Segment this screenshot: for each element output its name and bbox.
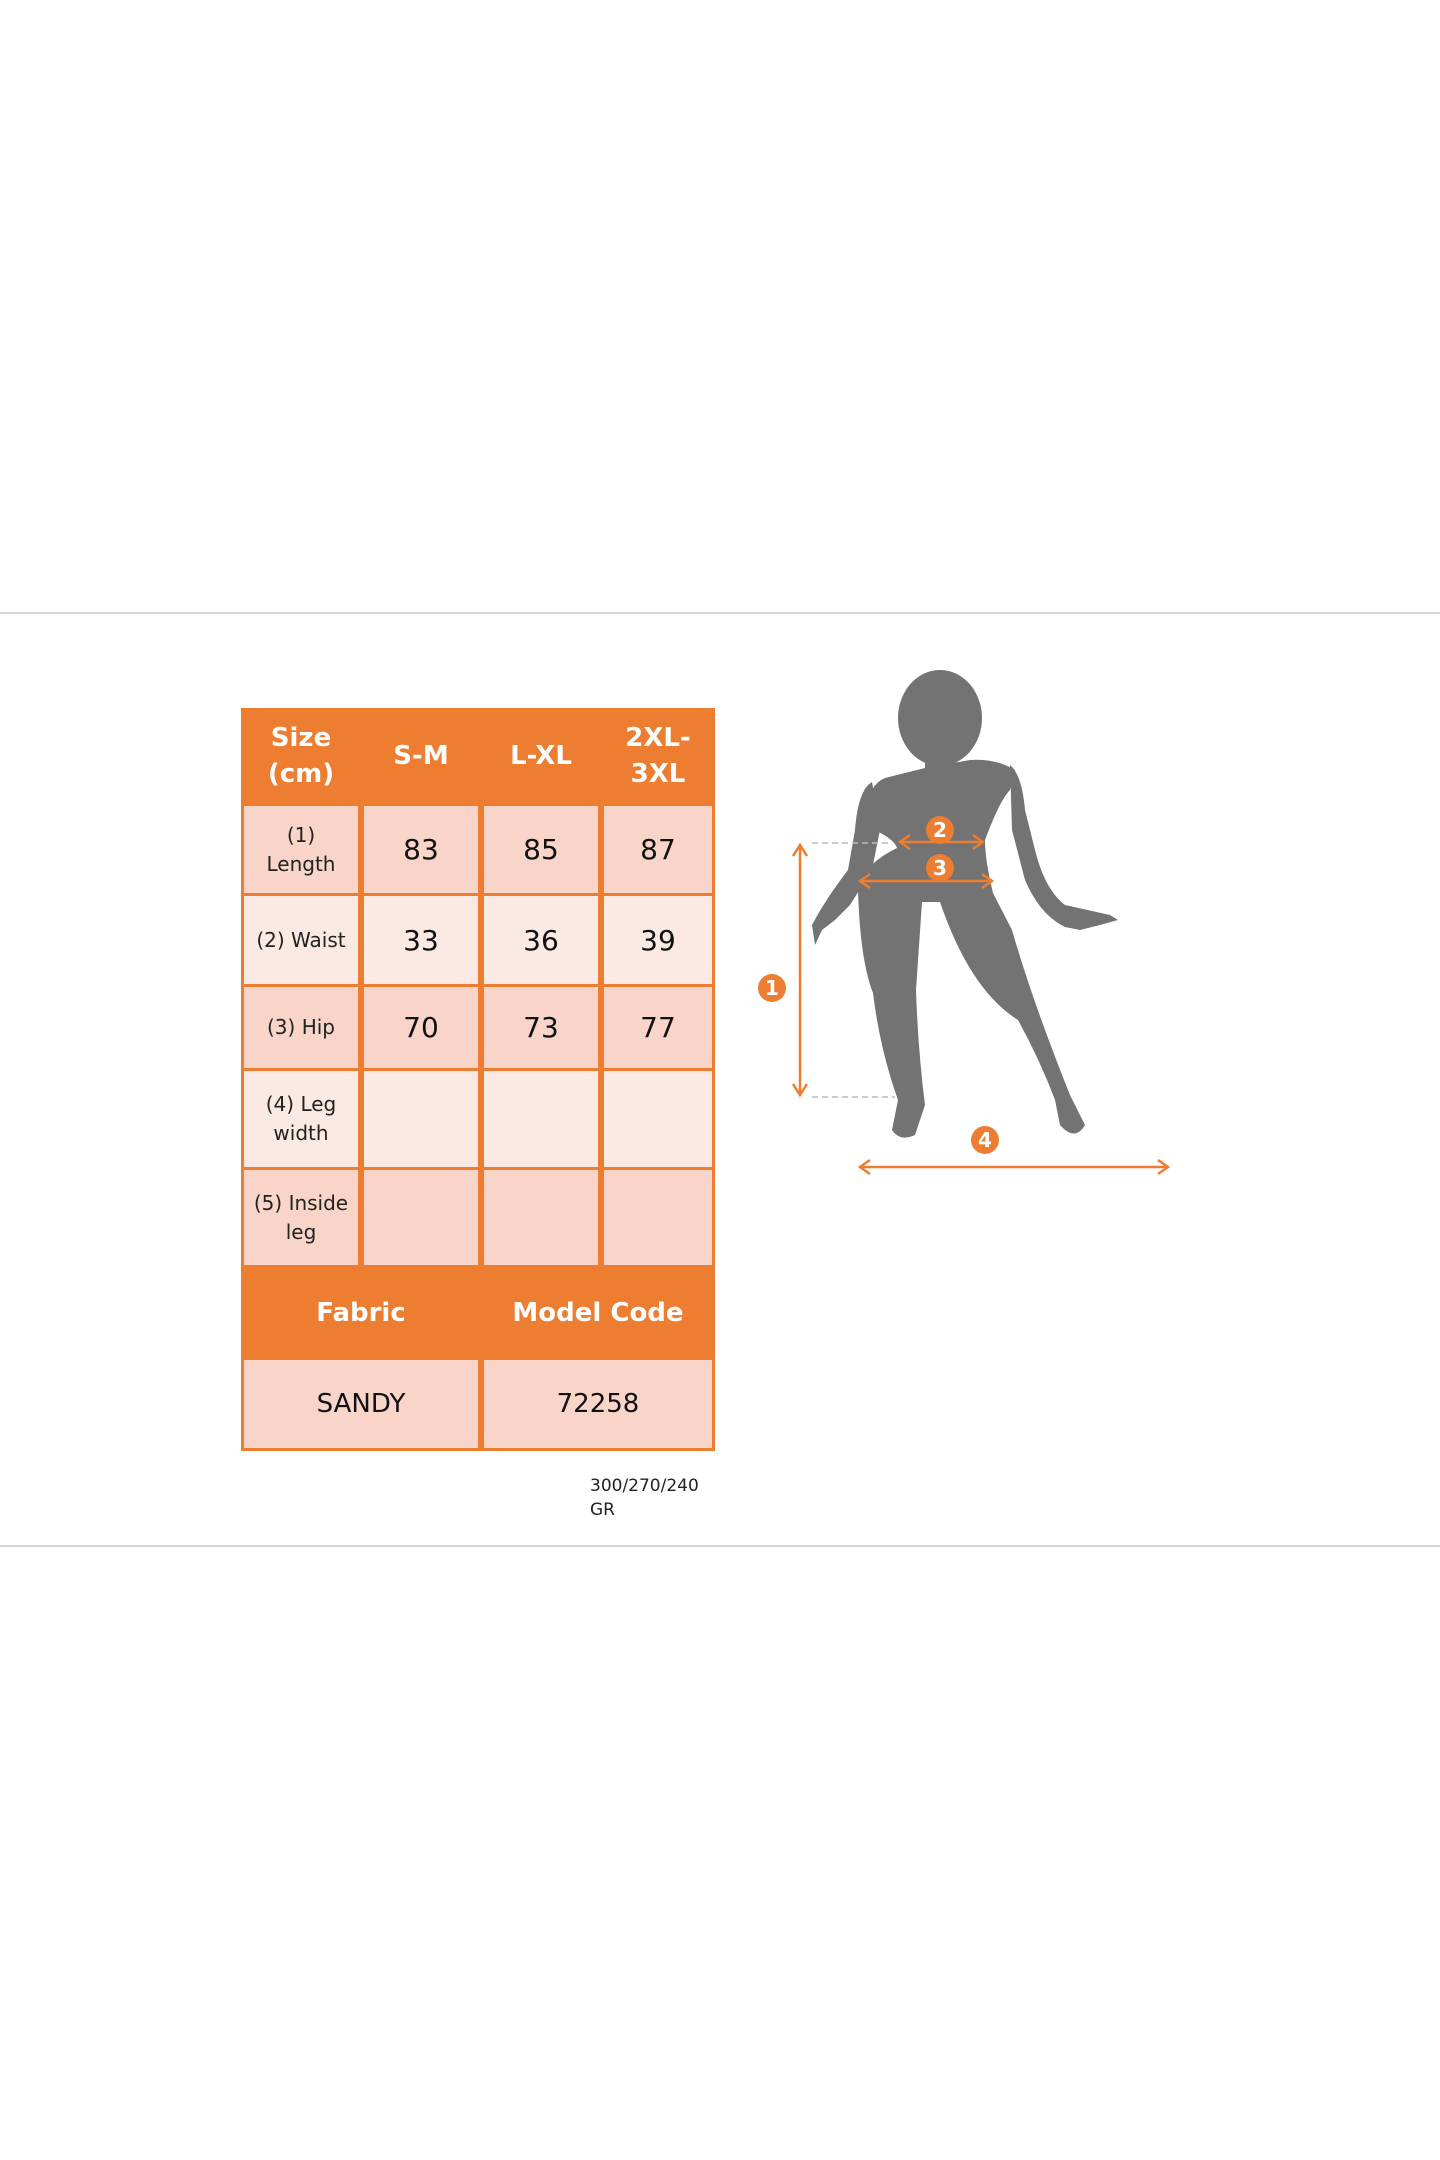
marker-circle-3 xyxy=(926,854,954,882)
row-value xyxy=(604,1170,712,1265)
row-label: (5) Inside leg xyxy=(244,1170,358,1265)
header-2xl-3xl-text: 2XL-3XL xyxy=(625,722,691,789)
row-label: (2) Waist xyxy=(244,896,358,984)
row-value: 85 xyxy=(484,806,598,893)
header-l-xl: L-XL xyxy=(510,740,572,771)
row-value xyxy=(364,1170,478,1265)
marker-circle-4 xyxy=(971,1126,999,1154)
marker-number-2: 2 xyxy=(933,818,947,842)
row-value: 73 xyxy=(484,987,598,1068)
marker-circle-2 xyxy=(926,816,954,844)
row-value: 77 xyxy=(604,987,712,1068)
measurement-arrows xyxy=(791,833,1171,1176)
row-value: 39 xyxy=(604,896,712,984)
marker-circle-1 xyxy=(758,974,786,1002)
model-code-value: 72258 xyxy=(484,1360,712,1448)
row-value: 87 xyxy=(604,806,712,893)
length-arrow-head-top xyxy=(791,842,809,857)
row-label: (3) Hip xyxy=(244,987,358,1068)
fabric-weight-text: 300/270/240 GR xyxy=(590,1476,699,1520)
row-label: (1) Length xyxy=(244,806,358,893)
bottom-divider xyxy=(0,1545,1440,1547)
model-code-header: Model Code xyxy=(512,1297,684,1328)
waist-arrow-heads xyxy=(897,833,986,851)
header-size: Size (cm) xyxy=(241,708,361,803)
row-value xyxy=(484,1071,598,1167)
silhouette xyxy=(812,670,1118,1138)
silhouette-left-arm xyxy=(812,782,880,945)
length-arrow-head-bottom xyxy=(791,1083,809,1098)
silhouette-body xyxy=(858,759,1085,1138)
marker-number-3: 3 xyxy=(933,856,947,880)
header-s-m: S-M xyxy=(393,740,449,771)
row-value xyxy=(604,1071,712,1167)
row-value xyxy=(484,1170,598,1265)
size-chart-table: Size (cm) S-M L-XL 2XL-3XL (1) Length 83 8… xyxy=(241,708,715,1451)
header-2xl-3xl: 2XL-3XL xyxy=(601,708,715,803)
silhouette-right-arm xyxy=(1010,765,1118,930)
top-divider xyxy=(0,612,1440,614)
guide-lines xyxy=(812,842,895,1098)
row-value: 83 xyxy=(364,806,478,893)
leg-width-arrow-heads xyxy=(857,1158,1171,1176)
marker-number-4: 4 xyxy=(978,1128,992,1152)
fabric-header: Fabric xyxy=(316,1297,406,1328)
silhouette-head xyxy=(898,670,982,766)
hip-arrow-heads xyxy=(857,872,995,890)
row-value: 70 xyxy=(364,987,478,1068)
row-value: 36 xyxy=(484,896,598,984)
row-value xyxy=(364,1071,478,1167)
fabric-value: SANDY xyxy=(244,1360,478,1448)
row-value: 33 xyxy=(364,896,478,984)
header-size-text: Size (cm) xyxy=(267,722,335,789)
fabric-weight-note: 300/270/240 GR xyxy=(590,1474,720,1522)
row-label: (4) Leg width xyxy=(244,1071,358,1167)
marker-number-1: 1 xyxy=(765,976,779,1000)
